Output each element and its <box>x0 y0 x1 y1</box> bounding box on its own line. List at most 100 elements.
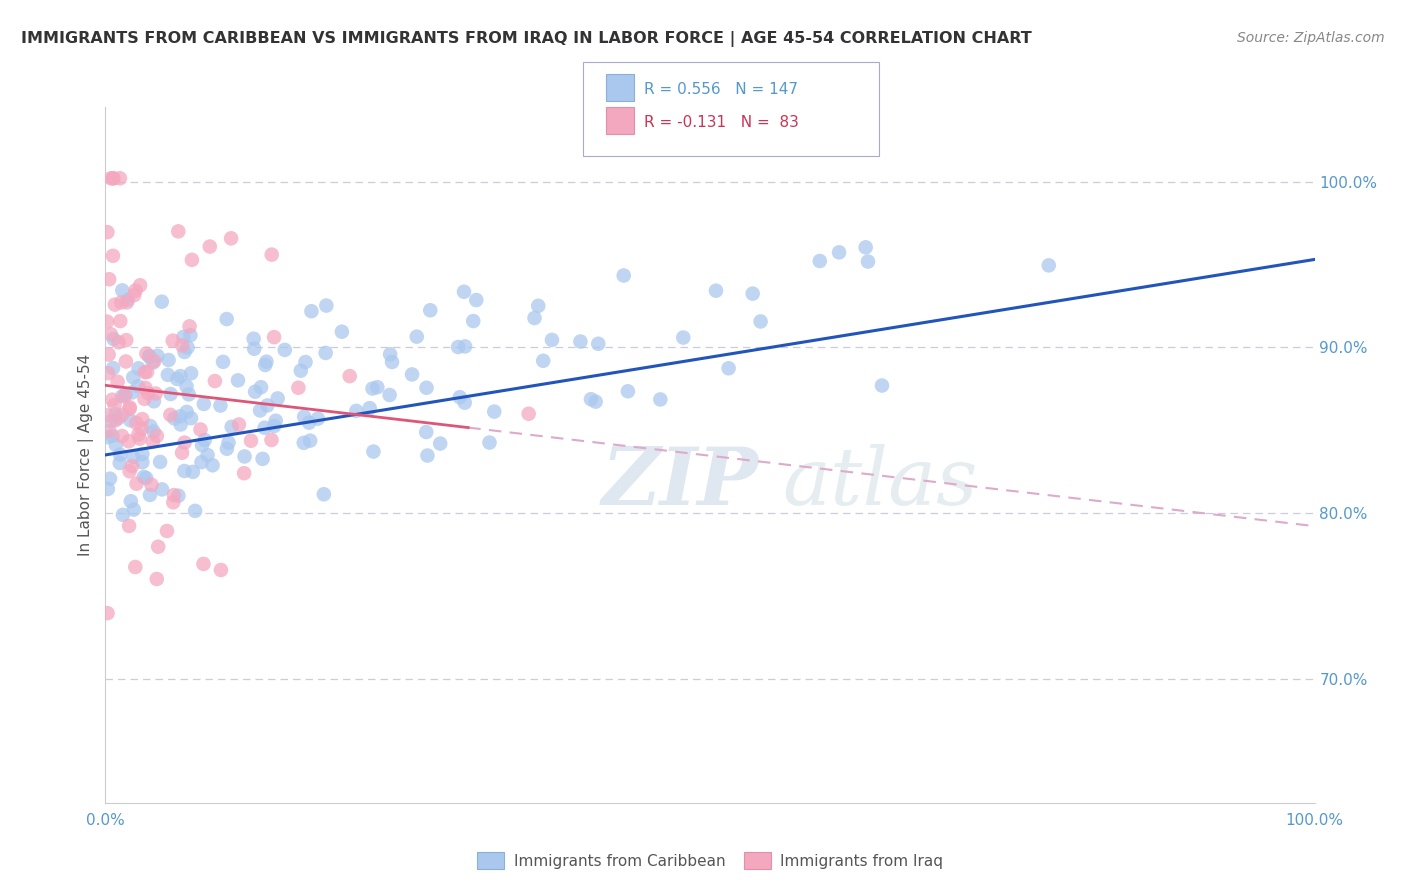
Point <box>107 411 129 425</box>
Point <box>449 390 471 404</box>
Point <box>198 239 221 253</box>
Point <box>180 366 202 380</box>
Point <box>110 314 132 328</box>
Point <box>266 392 288 406</box>
Point <box>142 356 165 370</box>
Point <box>484 404 506 418</box>
Text: IMMIGRANTS FROM CARIBBEAN VS IMMIGRANTS FROM IRAQ IN LABOR FORCE | AGE 45-54 COR: IMMIGRANTS FROM CARIBBEAN VS IMMIGRANTS … <box>21 31 1032 47</box>
Point <box>162 495 184 509</box>
Point <box>103 171 125 186</box>
Text: Source: ZipAtlas.com: Source: ZipAtlas.com <box>1237 31 1385 45</box>
Point <box>381 355 404 369</box>
Point <box>315 299 337 313</box>
Point <box>465 293 488 307</box>
Point <box>127 427 149 442</box>
Point <box>478 435 501 450</box>
Point <box>122 288 145 302</box>
Point <box>194 433 217 447</box>
Point <box>108 456 131 470</box>
Point <box>292 435 315 450</box>
Point <box>104 407 127 421</box>
Point <box>114 389 136 403</box>
Point <box>256 354 278 368</box>
Point <box>169 409 191 424</box>
Point <box>163 411 186 425</box>
Point <box>344 404 367 418</box>
Point <box>263 419 285 434</box>
Point <box>103 398 125 412</box>
Point <box>121 459 143 474</box>
Point <box>704 284 727 298</box>
Point <box>142 394 165 409</box>
Point <box>98 472 121 486</box>
Point <box>163 488 186 502</box>
Point <box>527 299 550 313</box>
Point <box>264 414 287 428</box>
Point <box>101 171 124 186</box>
Point <box>132 470 155 484</box>
Point <box>808 254 831 268</box>
Point <box>124 284 146 298</box>
Point <box>233 466 256 480</box>
Point <box>125 476 148 491</box>
Point <box>226 373 249 387</box>
Point <box>361 382 384 396</box>
Point <box>209 399 232 413</box>
Point <box>141 477 163 491</box>
Point <box>569 334 592 349</box>
Point <box>193 557 215 571</box>
Point <box>101 392 124 407</box>
Point <box>650 392 672 407</box>
Point <box>359 401 381 416</box>
Point <box>170 446 193 460</box>
Point <box>298 416 321 430</box>
Point <box>260 433 283 447</box>
Point <box>149 455 172 469</box>
Point <box>454 395 477 409</box>
Point <box>118 401 141 416</box>
Point <box>190 455 212 469</box>
Point <box>179 328 201 343</box>
Point <box>101 429 124 443</box>
Text: atlas: atlas <box>783 444 979 522</box>
Point <box>135 471 157 485</box>
Point <box>96 315 118 329</box>
Point <box>1038 259 1060 273</box>
Point <box>176 341 198 355</box>
Point <box>176 379 198 393</box>
Point <box>97 482 120 496</box>
Point <box>315 346 337 360</box>
Point <box>250 380 273 394</box>
Point <box>107 335 129 350</box>
Point <box>243 384 266 399</box>
Point <box>613 268 636 283</box>
Legend: Immigrants from Caribbean, Immigrants from Iraq: Immigrants from Caribbean, Immigrants fr… <box>471 847 949 875</box>
Point <box>401 368 423 382</box>
Text: R = -0.131   N =  83: R = -0.131 N = 83 <box>644 115 799 130</box>
Point <box>173 345 195 359</box>
Point <box>156 524 179 538</box>
Point <box>166 372 188 386</box>
Point <box>124 560 146 574</box>
Point <box>145 386 167 401</box>
Point <box>127 379 149 393</box>
Point <box>128 432 150 446</box>
Point <box>167 224 190 238</box>
Point <box>122 370 145 384</box>
Point <box>181 465 204 479</box>
Point <box>148 540 170 554</box>
Point <box>110 295 132 310</box>
Point <box>287 381 309 395</box>
Point <box>134 381 156 395</box>
Point <box>579 392 602 407</box>
Point <box>134 392 156 406</box>
Point <box>98 272 121 286</box>
Point <box>128 361 150 376</box>
Point <box>274 343 297 357</box>
Point <box>717 361 740 376</box>
Point <box>104 413 127 427</box>
Point <box>312 487 335 501</box>
Point <box>146 429 169 443</box>
Point <box>588 336 610 351</box>
Point <box>98 424 121 438</box>
